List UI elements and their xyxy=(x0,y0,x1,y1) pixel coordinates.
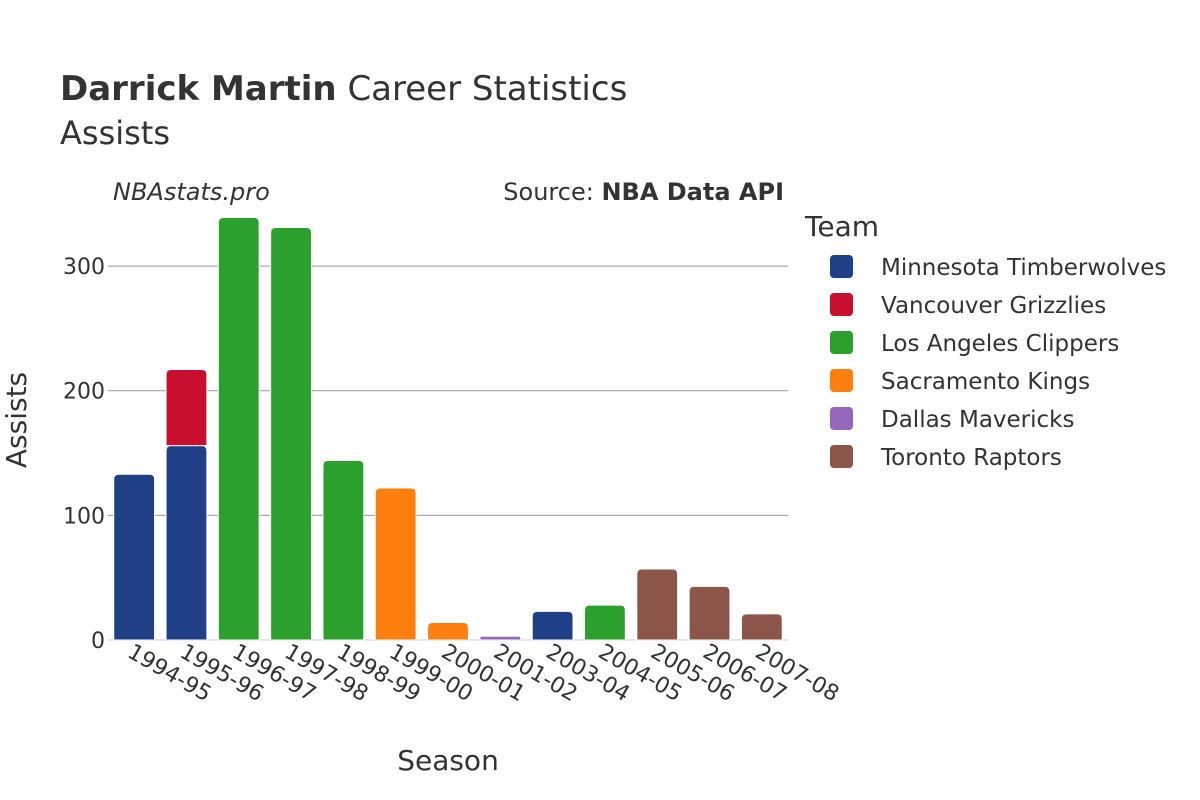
bar-2006-07-toronto-raptors xyxy=(688,585,731,641)
gridlines xyxy=(108,265,788,641)
legend-title: Team xyxy=(804,210,879,243)
y-tick-label: 200 xyxy=(63,380,105,405)
bar-2005-06-toronto-raptors xyxy=(636,568,679,641)
y-axis-title: Assists xyxy=(0,372,33,468)
bar-2004-05-los-angeles-clippers xyxy=(584,604,626,641)
source-prefix: Source: xyxy=(503,178,601,206)
bar-1996-97-los-angeles-clippers xyxy=(217,216,260,641)
bar-1994-95-minnesota-timberwolves xyxy=(113,473,156,641)
x-axis-ticks: 1994-951995-961996-971997-981998-991999-… xyxy=(123,640,843,708)
watermark-text: NBAstats.pro xyxy=(113,178,270,206)
y-tick-label: 0 xyxy=(91,629,105,654)
source-name: NBA Data API xyxy=(601,178,784,206)
legend-swatch xyxy=(830,369,853,392)
legend-swatch xyxy=(830,331,853,354)
bar-2001-02-dallas-mavericks xyxy=(479,635,522,641)
bar-1995-96-minnesota-timberwolves xyxy=(165,445,208,641)
chart-subtitle: Assists xyxy=(60,114,170,152)
chart-title-rest: Career Statistics xyxy=(347,69,627,109)
chart-title: Darrick Martin Career Statistics xyxy=(60,69,627,109)
bar-2007-08-toronto-raptors xyxy=(740,613,783,641)
legend-label: Sacramento Kings xyxy=(881,369,1090,395)
y-tick-label: 100 xyxy=(63,504,105,529)
source-text: Source: NBA Data API xyxy=(503,178,784,206)
bar-2000-01-sacramento-kings xyxy=(427,622,469,641)
bar-1998-99-los-angeles-clippers xyxy=(322,460,365,641)
legend-swatch xyxy=(830,255,853,278)
bar-1995-96-vancouver-grizzlies xyxy=(165,369,208,447)
legend-label: Vancouver Grizzlies xyxy=(881,293,1106,319)
y-tick-label: 300 xyxy=(63,255,105,280)
chart-title-player: Darrick Martin xyxy=(60,69,337,109)
bar-1999-00-sacramento-kings xyxy=(374,487,417,641)
legend-label: Minnesota Timberwolves xyxy=(881,255,1166,281)
bar-1997-98-los-angeles-clippers xyxy=(270,226,312,641)
legend-label: Toronto Raptors xyxy=(880,445,1062,471)
y-axis-ticks: 0 100 200 300 xyxy=(63,255,105,654)
legend-swatch xyxy=(830,407,853,430)
legend-label: Los Angeles Clippers xyxy=(881,331,1119,357)
bar-2003-04-minnesota-timberwolves xyxy=(531,610,574,641)
bars xyxy=(113,216,783,641)
legend-swatch xyxy=(830,445,853,468)
legend: Team Minnesota Timberwolves Vancouver Gri… xyxy=(804,210,1166,471)
legend-swatch xyxy=(830,293,853,316)
legend-label: Dallas Mavericks xyxy=(881,407,1074,433)
x-axis-title: Season xyxy=(397,744,499,777)
